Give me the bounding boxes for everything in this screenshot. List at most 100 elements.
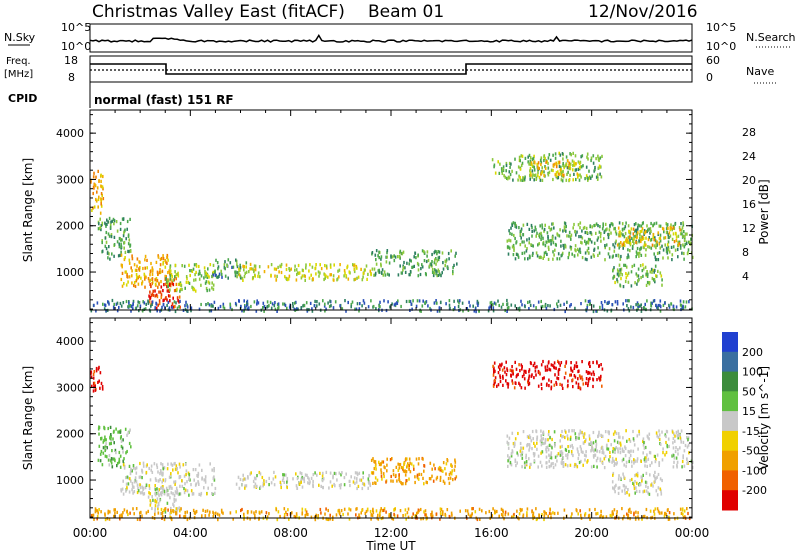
heatmap-cell [92,206,94,210]
heatmap-cell [655,431,658,435]
heatmap-cell [650,237,653,242]
heatmap-cell [560,178,563,182]
heatmap-cell [108,252,110,256]
heatmap-cell [441,271,443,275]
heatmap-cell [689,240,691,244]
heatmap-cell [295,278,298,282]
heatmap-cell [247,476,249,480]
heatmap-cell [118,450,121,455]
heatmap-cell [659,442,662,446]
heatmap-cell [556,163,558,167]
heatmap-cell [613,249,616,253]
heatmap-cell [672,454,675,458]
heatmap-cell [341,471,343,475]
heatmap-cell [110,461,113,465]
heatmap-cell [547,304,549,308]
heatmap-cell [650,304,652,308]
heatmap-cell [159,512,162,516]
heatmap-cell [611,514,613,518]
heatmap-cell [629,453,632,458]
heatmap-cell [304,274,306,278]
time-tick-label: 12:00 [374,526,409,540]
heatmap-cell [566,166,569,170]
heatmap-cell [563,302,565,306]
heatmap-cell [417,253,419,257]
heatmap-cell [647,272,649,276]
heatmap-cell [557,170,559,174]
colorbar-segment [722,411,738,432]
heatmap-cell [144,258,146,262]
heatmap-cell [370,517,372,521]
heatmap-cell [510,463,513,467]
heatmap-cell [665,450,668,455]
heatmap-cell [296,477,299,481]
heatmap-cell [212,492,214,496]
heatmap-cell [528,162,530,166]
heatmap-cell [633,223,636,227]
heatmap-cell [612,450,614,454]
heatmap-cell [543,251,546,255]
heatmap-cell [111,465,114,469]
heatmap-cell [279,514,281,519]
heatmap-cell [169,288,171,292]
heatmap-cell [176,287,178,291]
heatmap-cell [175,498,177,502]
heatmap-cell [640,235,643,239]
heatmap-cell [444,512,446,516]
heatmap-cell [208,303,211,307]
heatmap-cell [529,436,532,440]
heatmap-cell [642,443,645,447]
heatmap-cell [668,235,670,240]
heatmap-cell [241,507,243,512]
heatmap-cell [615,457,617,461]
heatmap-cell [554,156,557,160]
heatmap-cell [323,277,325,282]
heatmap-cell [658,251,661,255]
heatmap-cell [214,486,217,491]
heatmap-cell [276,274,278,278]
heatmap-cell [464,509,467,513]
heatmap-cell [683,239,686,243]
heatmap-cell [668,517,671,521]
heatmap-cell [211,304,214,308]
heatmap-cell [658,463,660,467]
heatmap-cell [499,367,501,371]
heatmap-cell [502,302,504,306]
heatmap-cell [566,234,568,238]
heatmap-cell [637,511,639,515]
heatmap-cell [571,159,574,163]
heatmap-cell [100,510,102,514]
heatmap-cell [613,245,616,249]
heatmap-cell [295,268,298,272]
heatmap-cell [551,222,553,226]
heatmap-cell [607,252,610,256]
heatmap-cell [459,299,461,303]
heatmap-cell [547,257,550,261]
heatmap-cell [614,450,616,454]
heatmap-cell [595,231,597,235]
heatmap-cell [138,267,140,271]
heatmap-cell [631,246,634,250]
heatmap-cell [151,277,153,281]
heatmap-cell [383,508,385,512]
heatmap-cell [246,307,249,311]
heatmap-cell [652,223,654,227]
heatmap-cell [164,282,167,286]
heatmap-cell [621,459,624,463]
heatmap-cell [134,307,137,311]
heatmap-cell [532,511,535,515]
heatmap-cell [287,508,289,512]
heatmap-cell [547,239,550,243]
heatmap-cell [659,271,662,275]
heatmap-cell [627,271,630,275]
heatmap-cell [575,233,577,237]
heatmap-cell [155,306,158,310]
heatmap-cell [141,470,144,474]
heatmap-cell [576,172,579,176]
heatmap-cell [536,162,538,166]
heatmap-cell [308,276,311,280]
heatmap-cell [133,283,135,288]
heatmap-cell [625,221,627,225]
heatmap-cell [212,514,215,518]
heatmap-cell [579,173,581,177]
